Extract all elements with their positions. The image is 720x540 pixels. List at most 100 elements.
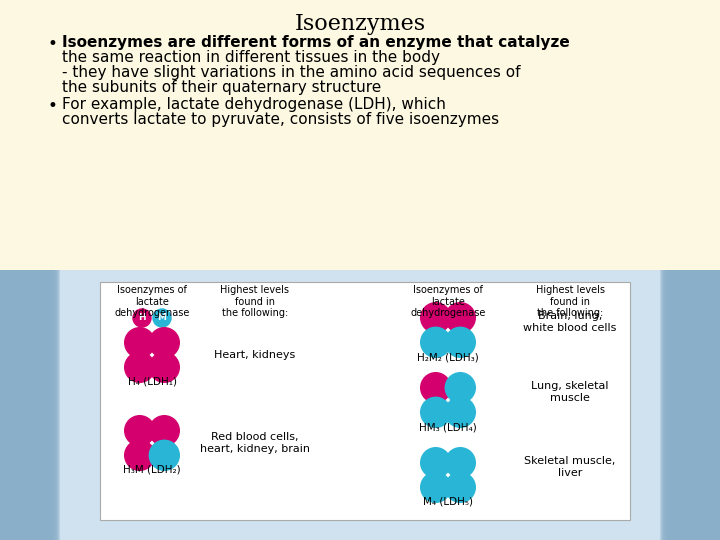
Bar bbox=[662, 270, 720, 540]
Bar bbox=[0, 270, 8, 540]
Bar bbox=[0, 270, 22, 540]
Text: H₄ (LDH₁): H₄ (LDH₁) bbox=[127, 377, 176, 387]
Bar bbox=[682, 270, 720, 540]
Bar bbox=[0, 270, 54, 540]
Bar bbox=[717, 270, 720, 540]
Bar bbox=[0, 270, 39, 540]
Bar bbox=[713, 270, 720, 540]
Bar bbox=[0, 270, 28, 540]
Circle shape bbox=[149, 440, 179, 470]
Bar bbox=[0, 270, 2, 540]
Bar bbox=[0, 270, 17, 540]
Bar bbox=[0, 270, 1, 540]
Bar bbox=[688, 270, 720, 540]
Bar bbox=[676, 270, 720, 540]
Bar bbox=[0, 270, 11, 540]
Bar bbox=[0, 270, 44, 540]
Bar bbox=[698, 270, 720, 540]
Bar bbox=[0, 270, 25, 540]
Bar bbox=[667, 270, 720, 540]
Bar bbox=[0, 270, 14, 540]
Bar bbox=[0, 270, 16, 540]
Bar bbox=[697, 270, 720, 540]
Bar bbox=[0, 270, 43, 540]
Bar bbox=[0, 270, 31, 540]
Circle shape bbox=[445, 397, 475, 427]
Bar bbox=[665, 270, 720, 540]
Bar bbox=[0, 270, 20, 540]
Text: M₄ (LDH₅): M₄ (LDH₅) bbox=[423, 497, 473, 507]
Circle shape bbox=[125, 328, 155, 357]
Text: Isoenzymes of
lactate
dehydrogenase: Isoenzymes of lactate dehydrogenase bbox=[114, 285, 189, 318]
Bar bbox=[699, 270, 720, 540]
Text: H₃M (LDH₂): H₃M (LDH₂) bbox=[123, 465, 181, 475]
Text: H: H bbox=[138, 314, 146, 322]
Text: Brain, lung,
white blood cells: Brain, lung, white blood cells bbox=[523, 311, 617, 333]
Bar bbox=[0, 270, 15, 540]
Circle shape bbox=[125, 440, 155, 470]
Bar bbox=[0, 270, 59, 540]
Bar bbox=[0, 270, 34, 540]
Bar bbox=[0, 270, 13, 540]
Bar bbox=[0, 270, 720, 540]
Text: H₂M₂ (LDH₃): H₂M₂ (LDH₃) bbox=[417, 352, 479, 362]
Bar bbox=[0, 270, 21, 540]
Bar bbox=[718, 270, 720, 540]
Bar bbox=[0, 270, 60, 540]
Bar bbox=[694, 270, 720, 540]
Bar bbox=[0, 270, 23, 540]
Bar bbox=[696, 270, 720, 540]
FancyBboxPatch shape bbox=[100, 282, 630, 520]
Bar bbox=[678, 270, 720, 540]
Bar bbox=[0, 270, 33, 540]
Bar bbox=[0, 270, 49, 540]
Bar bbox=[0, 270, 26, 540]
Bar bbox=[686, 270, 720, 540]
Bar bbox=[704, 270, 720, 540]
Bar bbox=[705, 270, 720, 540]
Text: M: M bbox=[158, 314, 166, 322]
Bar bbox=[710, 270, 720, 540]
Bar bbox=[671, 270, 720, 540]
Bar bbox=[683, 270, 720, 540]
Circle shape bbox=[149, 416, 179, 446]
Bar bbox=[660, 270, 720, 540]
Bar bbox=[0, 270, 58, 540]
Bar bbox=[0, 270, 51, 540]
Bar bbox=[670, 270, 720, 540]
Bar bbox=[0, 270, 56, 540]
Text: HM₃ (LDH₄): HM₃ (LDH₄) bbox=[419, 422, 477, 432]
Bar bbox=[0, 270, 4, 540]
Bar bbox=[0, 270, 36, 540]
Circle shape bbox=[125, 352, 155, 382]
Bar bbox=[0, 270, 35, 540]
Bar bbox=[0, 270, 52, 540]
Circle shape bbox=[445, 327, 475, 357]
Circle shape bbox=[133, 309, 151, 327]
Text: Isoenzymes: Isoenzymes bbox=[294, 13, 426, 35]
Bar bbox=[716, 270, 720, 540]
Bar bbox=[673, 270, 720, 540]
Bar bbox=[0, 270, 30, 540]
Circle shape bbox=[420, 327, 451, 357]
Circle shape bbox=[445, 303, 475, 333]
Bar bbox=[0, 270, 38, 540]
Text: Isoenzymes are different forms of an enzyme that catalyze: Isoenzymes are different forms of an enz… bbox=[62, 35, 570, 50]
Bar bbox=[709, 270, 720, 540]
Bar bbox=[672, 270, 720, 540]
Bar bbox=[0, 270, 9, 540]
Text: •: • bbox=[48, 35, 58, 53]
Bar bbox=[706, 270, 720, 540]
Bar bbox=[0, 270, 24, 540]
Bar bbox=[0, 270, 50, 540]
Text: Highest levels
found in
the following:: Highest levels found in the following: bbox=[220, 285, 289, 318]
Circle shape bbox=[420, 397, 451, 427]
Bar bbox=[685, 270, 720, 540]
Circle shape bbox=[153, 309, 171, 327]
Bar bbox=[0, 270, 37, 540]
Bar bbox=[689, 270, 720, 540]
Bar bbox=[712, 270, 720, 540]
Bar bbox=[0, 0, 720, 270]
Bar bbox=[680, 270, 720, 540]
Bar bbox=[0, 270, 6, 540]
